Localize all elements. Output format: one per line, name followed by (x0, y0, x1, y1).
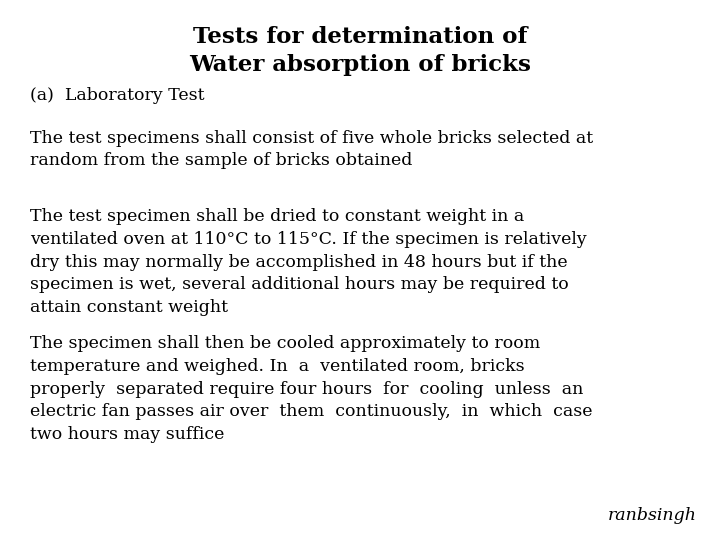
Text: The test specimens shall consist of five whole bricks selected at
random from th: The test specimens shall consist of five… (30, 130, 593, 170)
Text: The specimen shall then be cooled approximately to room
temperature and weighed.: The specimen shall then be cooled approx… (30, 335, 593, 443)
Text: Tests for determination of
Water absorption of bricks: Tests for determination of Water absorpt… (189, 26, 531, 76)
Text: ranbsingh: ranbsingh (608, 507, 697, 524)
Text: (a)  Laboratory Test: (a) Laboratory Test (30, 87, 204, 104)
Text: The test specimen shall be dried to constant weight in a
ventilated oven at 110°: The test specimen shall be dried to cons… (30, 208, 587, 316)
